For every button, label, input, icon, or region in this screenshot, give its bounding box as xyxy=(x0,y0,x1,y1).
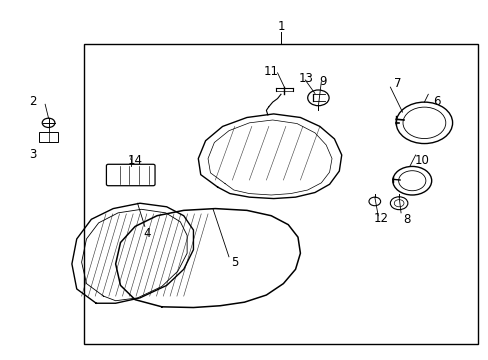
Text: 4: 4 xyxy=(143,227,151,240)
Text: 2: 2 xyxy=(29,95,37,108)
Text: 12: 12 xyxy=(373,212,388,225)
Text: 3: 3 xyxy=(29,148,37,162)
Text: 6: 6 xyxy=(432,95,439,108)
Text: 5: 5 xyxy=(231,256,238,269)
Bar xyxy=(39,132,58,143)
Text: 8: 8 xyxy=(403,213,410,226)
Text: 9: 9 xyxy=(319,75,326,88)
Bar xyxy=(84,44,477,344)
Text: 7: 7 xyxy=(393,77,401,90)
Text: 14: 14 xyxy=(127,154,142,167)
Text: 13: 13 xyxy=(298,72,313,85)
Text: 10: 10 xyxy=(414,154,428,167)
Text: 1: 1 xyxy=(277,20,284,33)
Text: 11: 11 xyxy=(263,64,278,77)
